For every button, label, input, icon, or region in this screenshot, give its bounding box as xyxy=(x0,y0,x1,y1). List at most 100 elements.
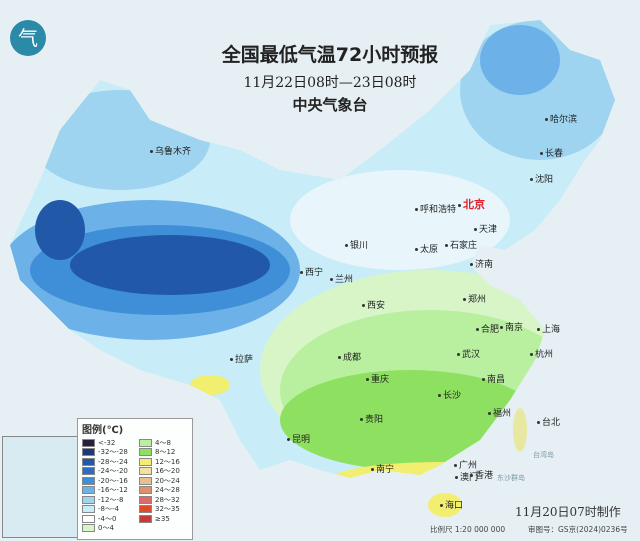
city-label: 香港 xyxy=(470,468,493,481)
city-label: 上海 xyxy=(537,322,560,335)
legend-label: -12～-8 xyxy=(98,495,124,504)
legend-swatch xyxy=(139,476,152,485)
legend-label: 16～20 xyxy=(155,467,180,476)
legend-label: 24～28 xyxy=(155,486,180,495)
city-label: 澳门 xyxy=(455,470,478,483)
legend-label: -8～-4 xyxy=(98,505,119,514)
legend-item: 20～24 xyxy=(139,476,192,486)
legend-swatch xyxy=(82,457,95,466)
review-number: 审图号：GS京(2024)0236号 xyxy=(528,525,628,534)
legend-swatch xyxy=(139,495,152,504)
city-label: 天津 xyxy=(474,222,497,235)
legend-item: <-32 xyxy=(82,438,135,448)
legend-label: -4～0 xyxy=(98,514,117,523)
legend-item: 16～20 xyxy=(139,467,192,477)
map-scale: 比例尺 1:20 000 000 xyxy=(430,525,506,534)
city-label: 重庆 xyxy=(366,372,389,385)
city-label: 石家庄 xyxy=(445,238,477,251)
legend-swatch xyxy=(139,457,152,466)
city-label: 拉萨 xyxy=(230,352,253,365)
city-label: 昆明 xyxy=(287,432,310,445)
city-label: 合肥 xyxy=(476,322,499,335)
legend-item: -32～-28 xyxy=(82,448,135,458)
legend-item: 0～4 xyxy=(82,524,135,534)
legend-item: -16～-12 xyxy=(82,486,135,496)
legend-swatch xyxy=(139,438,152,447)
legend-item: -28～-24 xyxy=(82,457,135,467)
city-label: 福州 xyxy=(488,406,511,419)
legend-swatch xyxy=(82,505,95,514)
legend-item: 28～32 xyxy=(139,495,192,505)
legend: 图例(℃) <-32 -32～-28 -28～-24 -24～-20 -20～-16 -1… xyxy=(77,418,193,540)
city-label: 杭州 xyxy=(530,347,553,360)
legend-label: 0～4 xyxy=(98,524,114,533)
legend-label: ≥35 xyxy=(155,514,170,523)
city-label: 长春 xyxy=(540,146,563,159)
legend-item: -8～-4 xyxy=(82,505,135,515)
legend-swatch xyxy=(82,438,95,447)
legend-swatch xyxy=(82,486,95,495)
cma-logo-icon: 气 xyxy=(10,20,46,56)
legend-label: 4～8 xyxy=(155,438,171,447)
legend-swatch xyxy=(139,505,152,514)
legend-label: 32～35 xyxy=(155,505,180,514)
city-label: 海口 xyxy=(440,498,463,511)
legend-title: 图例(℃) xyxy=(82,425,124,436)
city-label: 郑州 xyxy=(463,292,486,305)
city-label: 银川 xyxy=(345,238,368,251)
taiwan-island xyxy=(513,408,527,452)
city-label: 台北 xyxy=(537,415,560,428)
legend-label: -16～-12 xyxy=(98,486,128,495)
city-label-capital: 北京 xyxy=(458,196,485,212)
legend-label: -32～-28 xyxy=(98,448,128,457)
city-label: 太原 xyxy=(415,242,438,255)
city-label: 呼和浩特 xyxy=(415,202,456,215)
legend-swatch xyxy=(82,514,95,523)
city-label: 武汉 xyxy=(457,347,480,360)
legend-swatch xyxy=(139,514,152,523)
legend-item: 8～12 xyxy=(139,448,192,458)
legend-item: 24～28 xyxy=(139,486,192,496)
city-label: 广州 xyxy=(454,458,477,471)
map-title: 全国最低气温72小时预报 xyxy=(221,44,439,66)
city-label: 西安 xyxy=(362,298,385,311)
legend-label: <-32 xyxy=(98,438,116,447)
legend-swatch xyxy=(82,495,95,504)
city-label: 哈尔滨 xyxy=(545,112,577,125)
legend-item: 32～35 xyxy=(139,505,192,515)
legend-label: -20～-16 xyxy=(98,476,128,485)
legend-item: -24～-20 xyxy=(82,467,135,477)
city-label: 乌鲁木齐 xyxy=(150,144,191,157)
city-label: 南昌 xyxy=(482,372,505,385)
city-label: 贵阳 xyxy=(360,412,383,425)
issuer: 中央气象台 xyxy=(292,96,368,114)
legend-swatch xyxy=(82,467,95,476)
city-label: 兰州 xyxy=(330,272,353,285)
forecast-period: 11月22日08时—23日08时 xyxy=(243,75,417,91)
legend-label: 20～24 xyxy=(155,476,180,485)
sea-label: 东沙群岛 xyxy=(497,474,525,482)
legend-swatch xyxy=(82,476,95,485)
legend-item: ≥35 xyxy=(139,514,192,524)
legend-label: 28～32 xyxy=(155,495,180,504)
legend-swatch xyxy=(139,467,152,476)
legend-label: 12～16 xyxy=(155,457,180,466)
city-label: 长沙 xyxy=(438,388,461,401)
legend-item: 4～8 xyxy=(139,438,192,448)
city-label: 济南 xyxy=(470,257,493,270)
legend-swatch xyxy=(82,524,95,533)
legend-swatch xyxy=(82,448,95,457)
legend-item: -12～-8 xyxy=(82,495,135,505)
legend-swatch xyxy=(139,486,152,495)
legend-item: 12～16 xyxy=(139,457,192,467)
legend-label: 8～12 xyxy=(155,448,176,457)
legend-label: -28～-24 xyxy=(98,457,128,466)
city-label: 成都 xyxy=(338,350,361,363)
city-label: 沈阳 xyxy=(530,172,553,185)
legend-item: -20～-16 xyxy=(82,476,135,486)
legend-item: -4～0 xyxy=(82,514,135,524)
legend-label: -24～-20 xyxy=(98,467,128,476)
sea-label: 台湾岛 xyxy=(533,451,554,459)
legend-swatch xyxy=(139,448,152,457)
